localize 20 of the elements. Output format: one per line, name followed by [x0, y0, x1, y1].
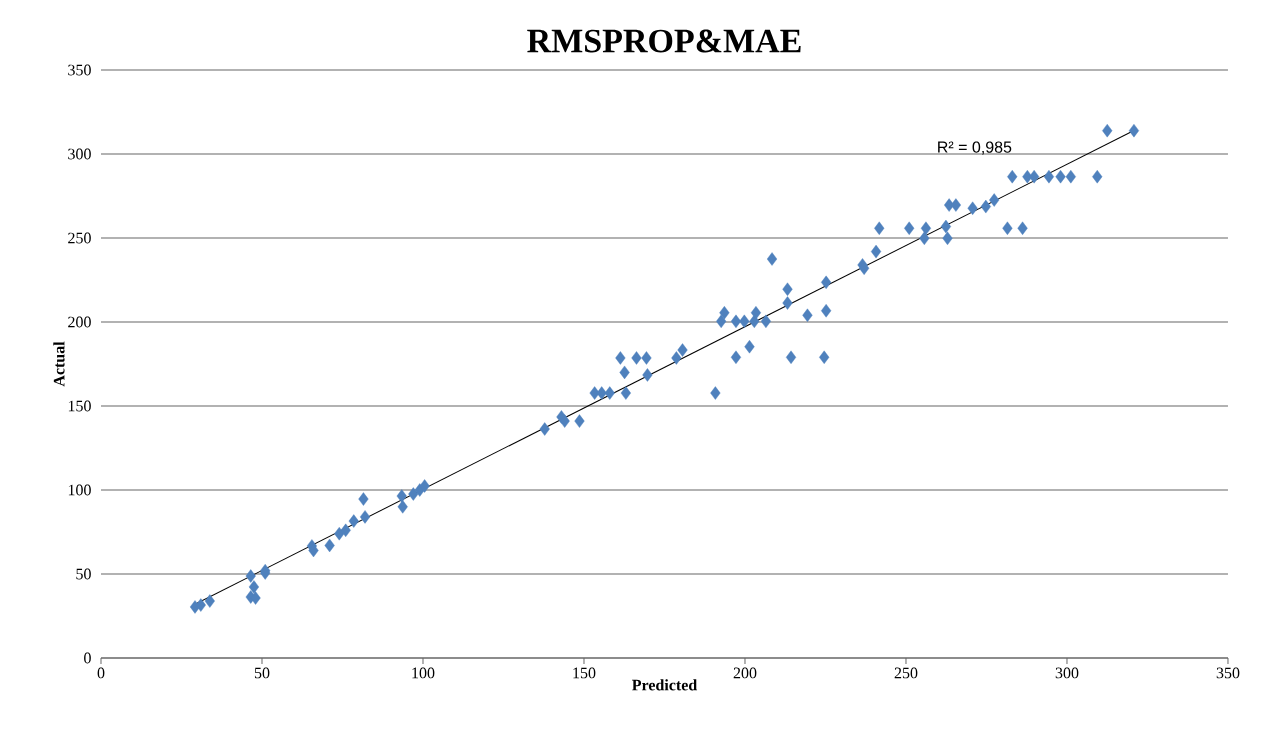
y-tick-label: 350 — [68, 64, 91, 76]
y-tick-label: 200 — [68, 316, 91, 328]
x-axis-title: Predicted — [632, 679, 698, 691]
x-tick-label: 100 — [412, 667, 435, 679]
y-tick-label: 50 — [76, 568, 91, 580]
y-axis-title: Actual — [53, 341, 65, 387]
annotation: R² = 0,985 — [938, 141, 1012, 155]
x-tick-label: 0 — [97, 667, 105, 679]
x-tick-label: 50 — [254, 667, 270, 679]
x-tick-label: 250 — [894, 667, 918, 679]
chart-title: RMSPROP&MAE — [527, 29, 801, 53]
y-tick-label: 0 — [84, 652, 91, 664]
x-tick-label: 350 — [1216, 667, 1240, 679]
x-tick-label: 150 — [573, 667, 596, 679]
y-tick-label: 150 — [68, 400, 91, 412]
y-tick-label: 100 — [68, 484, 91, 496]
x-tick-label: 200 — [733, 667, 757, 679]
x-tick-label: 300 — [1055, 667, 1079, 679]
y-tick-label: 250 — [68, 232, 91, 244]
y-tick-label: 300 — [68, 148, 91, 160]
